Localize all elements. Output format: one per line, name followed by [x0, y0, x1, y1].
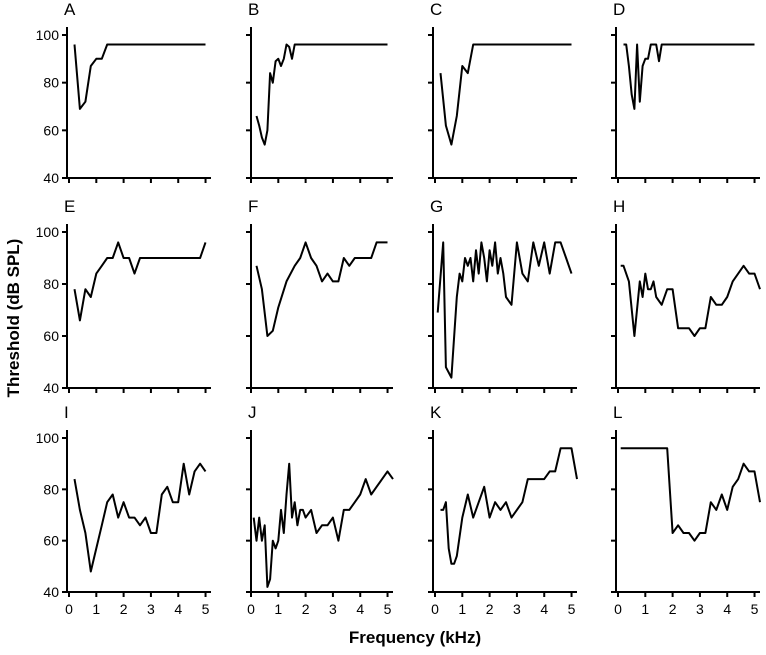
y-tick-label: 100 — [36, 430, 60, 446]
x-tick-label: 5 — [751, 601, 759, 617]
panel-k: K 0 1 2 3 4 5 — [428, 403, 578, 617]
threshold-curve — [620, 447, 761, 542]
threshold-curve — [73, 43, 206, 110]
y-tick-label: 40 — [43, 380, 59, 396]
panel-l: L 0 1 2 3 4 5 — [611, 403, 761, 617]
panel-g: G — [428, 197, 577, 393]
x-tick-label: 4 — [356, 601, 364, 617]
panel-e: E 40 60 80 100 — [36, 197, 211, 396]
x-tick-label: 5 — [202, 601, 210, 617]
y-tick-label: 80 — [43, 481, 59, 497]
panel-letter: C — [430, 0, 442, 19]
x-tick-label: 0 — [431, 601, 439, 617]
panel-c: C — [428, 0, 577, 183]
x-tick-label: 2 — [669, 601, 677, 617]
y-tick-label: 60 — [43, 122, 59, 138]
x-tick-label: 2 — [486, 601, 494, 617]
panel-f: F — [246, 197, 393, 393]
x-tick-label: 5 — [384, 601, 392, 617]
threshold-curve — [73, 241, 207, 322]
x-tick-label: 1 — [458, 601, 466, 617]
panel-a: A 40 60 80 100 — [36, 0, 211, 186]
panel-d: D — [611, 0, 760, 183]
y-tick-label: 40 — [43, 584, 59, 600]
panel-letter: I — [64, 403, 69, 422]
threshold-curve — [620, 264, 761, 337]
threshold-curve — [252, 462, 394, 588]
x-tick-label: 0 — [614, 601, 622, 617]
panel-j: J 0 1 2 3 4 5 — [246, 403, 394, 617]
panel-letter: G — [430, 197, 443, 216]
x-tick-label: 0 — [65, 601, 73, 617]
threshold-curve — [73, 462, 207, 573]
x-tick-label: 4 — [723, 601, 731, 617]
x-tick-label: 3 — [329, 601, 337, 617]
y-tick-label: 60 — [43, 533, 59, 549]
panel-letter: H — [613, 197, 625, 216]
panel-letter: K — [430, 403, 442, 422]
threshold-curve — [255, 43, 388, 146]
panel-letter: A — [64, 0, 76, 19]
x-tick-label: 4 — [174, 601, 182, 617]
x-tick-label: 1 — [92, 601, 100, 617]
panel-letter: J — [248, 403, 257, 422]
panel-letter: D — [613, 0, 625, 19]
panel-letter: L — [613, 403, 622, 422]
panel-letter: F — [248, 197, 258, 216]
y-tick-label: 100 — [36, 224, 60, 240]
y-tick-label: 100 — [36, 27, 60, 43]
x-tick-label: 5 — [568, 601, 576, 617]
x-tick-label: 2 — [120, 601, 128, 617]
y-tick-label: 60 — [43, 328, 59, 344]
x-tick-label: 3 — [147, 601, 155, 617]
x-tick-label: 1 — [641, 601, 649, 617]
x-tick-label: 1 — [274, 601, 282, 617]
x-tick-label: 0 — [247, 601, 255, 617]
y-tick-label: 80 — [43, 276, 59, 292]
x-tick-label: 2 — [302, 601, 310, 617]
threshold-curve — [436, 241, 573, 379]
x-tick-label: 3 — [696, 601, 704, 617]
panel-i: I 40 60 80 100 0 1 2 3 4 5 — [36, 403, 211, 617]
panel-letter: B — [248, 0, 259, 19]
threshold-curve — [255, 241, 388, 337]
x-tick-label: 4 — [540, 601, 548, 617]
x-axis-title: Frequency (kHz) — [349, 628, 481, 647]
y-tick-label: 40 — [43, 170, 59, 186]
panel-letter: E — [64, 197, 75, 216]
threshold-curve — [623, 43, 755, 110]
y-tick-label: 80 — [43, 75, 59, 91]
x-tick-label: 3 — [513, 601, 521, 617]
panel-h: H — [611, 197, 761, 393]
threshold-curve — [439, 43, 572, 146]
panel-b: B — [246, 0, 393, 183]
threshold-curve — [440, 447, 578, 565]
y-axis-title: Threshold (dB SPL) — [4, 239, 23, 398]
